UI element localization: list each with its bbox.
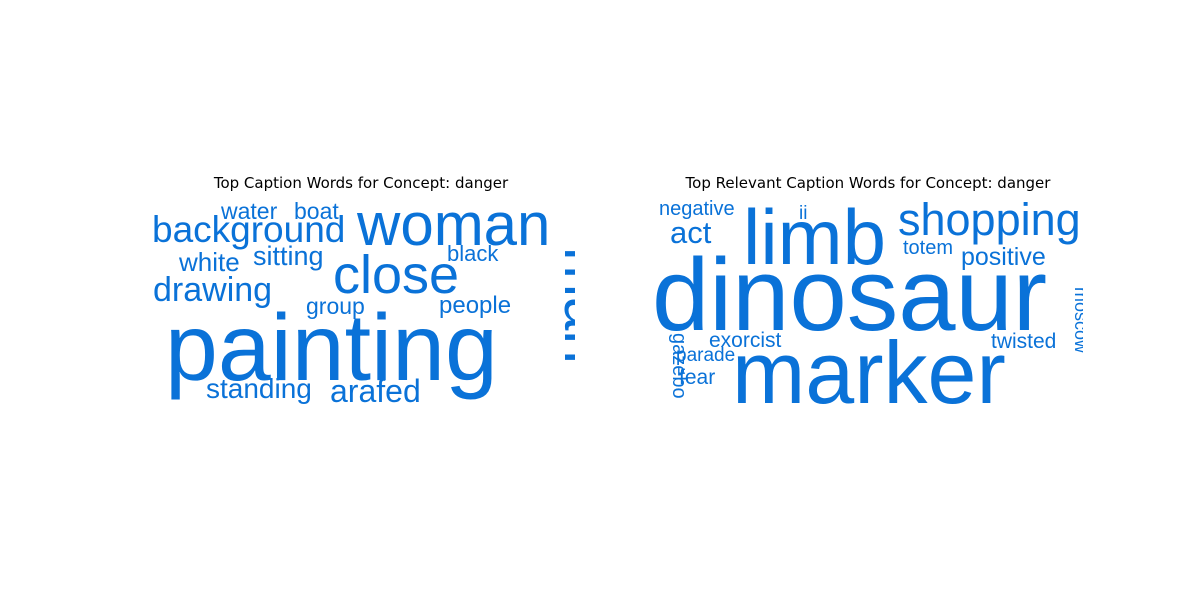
word-ii: ii xyxy=(799,203,807,224)
word-negative: negative xyxy=(659,198,735,220)
word-white: white xyxy=(178,247,240,277)
chart-title-right: Top Relevant Caption Words for Concept: … xyxy=(685,174,1051,192)
word-dinosaur: dinosaur xyxy=(655,237,1047,352)
word-black: black xyxy=(447,241,499,266)
word-limb: limb xyxy=(743,195,886,281)
word-totem: totem xyxy=(903,237,953,259)
word-positive: positive xyxy=(961,243,1046,271)
word-arafed: arafed xyxy=(330,373,421,409)
word-exorcist: exorcist xyxy=(709,329,782,352)
word-painting: painting xyxy=(165,295,498,401)
word-group: group xyxy=(306,293,365,319)
word-shopping: shopping xyxy=(898,195,1081,245)
word-twisted: twisted xyxy=(991,330,1056,353)
word-moscow: moscow xyxy=(1071,287,1083,354)
word-parade: parade xyxy=(676,345,735,366)
word-woman: woman xyxy=(356,195,550,258)
word-fear: fear xyxy=(679,366,715,389)
word-people: people xyxy=(439,292,511,319)
word-background: background xyxy=(152,209,345,250)
word-water: water xyxy=(220,198,278,224)
word-man: man xyxy=(552,247,575,364)
word-marker: marker xyxy=(732,323,1006,410)
chart-title-left: Top Caption Words for Concept: danger xyxy=(213,174,509,192)
word-close: close xyxy=(333,245,459,305)
word-sitting: sitting xyxy=(253,241,324,271)
word-act: act xyxy=(670,215,712,250)
word-boat: boat xyxy=(294,198,339,224)
word-drawing: drawing xyxy=(153,271,272,309)
word-standing: standing xyxy=(206,373,312,404)
word-gazebo: gazebo xyxy=(668,333,690,399)
